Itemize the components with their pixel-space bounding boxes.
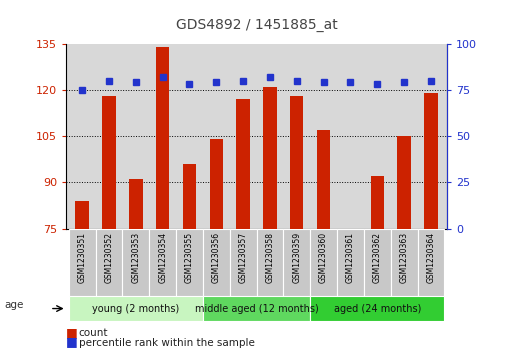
FancyBboxPatch shape: [122, 229, 149, 296]
Text: GSM1230353: GSM1230353: [131, 232, 140, 283]
Bar: [210, 139, 223, 229]
FancyBboxPatch shape: [364, 229, 391, 296]
FancyBboxPatch shape: [230, 229, 257, 296]
FancyBboxPatch shape: [203, 296, 310, 321]
Text: GSM1230361: GSM1230361: [346, 232, 355, 283]
Text: GSM1230364: GSM1230364: [426, 232, 435, 283]
FancyBboxPatch shape: [69, 229, 96, 296]
Bar: [183, 164, 196, 229]
Bar: [290, 96, 303, 229]
FancyBboxPatch shape: [96, 229, 122, 296]
Text: GSM1230352: GSM1230352: [105, 232, 113, 283]
Text: count: count: [79, 328, 108, 338]
FancyBboxPatch shape: [203, 229, 230, 296]
Text: GSM1230359: GSM1230359: [292, 232, 301, 283]
Text: GSM1230357: GSM1230357: [239, 232, 247, 283]
Text: ■: ■: [66, 326, 78, 339]
FancyBboxPatch shape: [257, 229, 283, 296]
FancyBboxPatch shape: [69, 296, 203, 321]
FancyBboxPatch shape: [149, 229, 176, 296]
Text: GSM1230354: GSM1230354: [158, 232, 167, 283]
Text: young (2 months): young (2 months): [92, 303, 179, 314]
Bar: [397, 136, 411, 229]
FancyBboxPatch shape: [391, 229, 418, 296]
Text: GSM1230356: GSM1230356: [212, 232, 221, 283]
Text: GDS4892 / 1451885_at: GDS4892 / 1451885_at: [176, 19, 337, 32]
FancyBboxPatch shape: [176, 229, 203, 296]
Bar: [317, 130, 330, 229]
Text: GSM1230363: GSM1230363: [400, 232, 408, 283]
Text: percentile rank within the sample: percentile rank within the sample: [79, 338, 255, 348]
Text: GSM1230355: GSM1230355: [185, 232, 194, 283]
Bar: [156, 47, 169, 229]
Text: ■: ■: [66, 335, 78, 348]
Bar: [370, 176, 384, 229]
Bar: [424, 93, 438, 229]
Bar: [102, 96, 116, 229]
Bar: [75, 201, 89, 229]
Text: GSM1230362: GSM1230362: [373, 232, 382, 283]
FancyBboxPatch shape: [310, 229, 337, 296]
Text: GSM1230351: GSM1230351: [78, 232, 87, 283]
Text: age: age: [4, 300, 23, 310]
Bar: [236, 99, 250, 229]
Text: middle aged (12 months): middle aged (12 months): [195, 303, 319, 314]
Text: GSM1230358: GSM1230358: [266, 232, 274, 283]
FancyBboxPatch shape: [337, 229, 364, 296]
FancyBboxPatch shape: [418, 229, 444, 296]
Bar: [129, 179, 143, 229]
Text: GSM1230360: GSM1230360: [319, 232, 328, 283]
Bar: [263, 87, 277, 229]
Text: aged (24 months): aged (24 months): [334, 303, 421, 314]
FancyBboxPatch shape: [283, 229, 310, 296]
FancyBboxPatch shape: [310, 296, 444, 321]
